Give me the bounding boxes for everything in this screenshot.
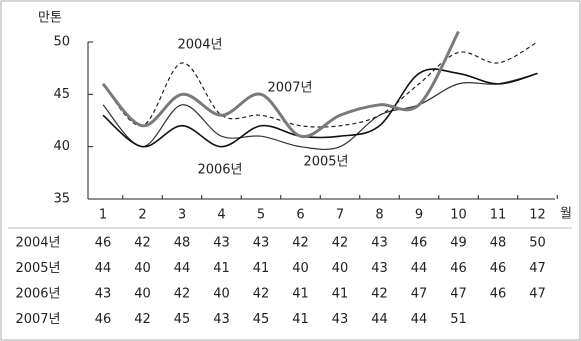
y-tick-label: 45 bbox=[53, 87, 70, 102]
table-cell: 45 bbox=[253, 312, 270, 327]
table-cell: 44 bbox=[95, 261, 112, 276]
x-tick-label: 8 bbox=[375, 208, 383, 223]
table-cell: 46 bbox=[95, 236, 112, 251]
table-cell: 42 bbox=[292, 236, 309, 251]
table-cell: 47 bbox=[529, 261, 546, 276]
table-cell: 43 bbox=[213, 312, 230, 327]
table-row-label: 2005년 bbox=[15, 261, 60, 276]
table-cell: 46 bbox=[490, 261, 507, 276]
table-cell: 41 bbox=[292, 312, 309, 327]
x-tick-label: 7 bbox=[336, 208, 344, 223]
table-cell: 43 bbox=[332, 312, 349, 327]
series-label: 2007년 bbox=[267, 81, 312, 96]
table-cell: 40 bbox=[213, 287, 230, 302]
table-cell: 43 bbox=[213, 236, 230, 251]
table-cell: 41 bbox=[332, 287, 349, 302]
y-axis-label: 만톤 bbox=[38, 11, 62, 26]
table-cell: 42 bbox=[371, 287, 388, 302]
table-cell: 43 bbox=[371, 236, 388, 251]
x-tick-label: 3 bbox=[178, 208, 186, 223]
table-cell: 40 bbox=[292, 261, 309, 276]
table-cell: 42 bbox=[253, 287, 270, 302]
x-tick-label: 11 bbox=[490, 208, 507, 223]
x-tick-label: 1 bbox=[99, 208, 107, 223]
table-cell: 42 bbox=[332, 236, 349, 251]
series-label: 2006년 bbox=[197, 163, 242, 178]
y-tick-label: 40 bbox=[53, 139, 70, 154]
table-cell: 40 bbox=[134, 287, 151, 302]
table-cell: 47 bbox=[411, 287, 428, 302]
table-cell: 46 bbox=[411, 236, 428, 251]
table-row-label: 2007년 bbox=[15, 312, 60, 327]
x-tick-label: 12 bbox=[529, 208, 546, 223]
y-tick-label: 50 bbox=[53, 35, 70, 50]
table-cell: 44 bbox=[411, 312, 428, 327]
y-tick-label: 35 bbox=[53, 192, 70, 207]
x-tick-label: 2 bbox=[138, 208, 146, 223]
table-cell: 51 bbox=[450, 312, 467, 327]
table-row-label: 2006년 bbox=[15, 287, 60, 302]
x-tick-label: 5 bbox=[257, 208, 265, 223]
table-cell: 46 bbox=[95, 312, 112, 327]
table-cell: 41 bbox=[253, 261, 270, 276]
table-cell: 49 bbox=[450, 236, 467, 251]
table-cell: 41 bbox=[213, 261, 230, 276]
x-axis-label: 월 bbox=[560, 207, 572, 222]
table-cell: 45 bbox=[174, 312, 191, 327]
table-cell: 40 bbox=[332, 261, 349, 276]
series-label: 2004년 bbox=[177, 38, 222, 53]
series-line bbox=[102, 72, 538, 151]
table-cell: 46 bbox=[490, 287, 507, 302]
table-cell: 44 bbox=[371, 312, 388, 327]
table-cell: 42 bbox=[134, 236, 151, 251]
table-cell: 47 bbox=[529, 287, 546, 302]
series-line bbox=[102, 41, 538, 128]
series-line bbox=[101, 30, 460, 139]
series-label: 2005년 bbox=[303, 155, 348, 170]
x-tick-label: 9 bbox=[415, 208, 423, 223]
table-cell: 48 bbox=[174, 236, 191, 251]
table-cell: 43 bbox=[95, 287, 112, 302]
table-cell: 44 bbox=[174, 261, 191, 276]
table-cell: 44 bbox=[411, 261, 428, 276]
table-cell: 50 bbox=[529, 236, 546, 251]
table-cell: 47 bbox=[450, 287, 467, 302]
table-cell: 42 bbox=[134, 312, 151, 327]
x-tick-label: 6 bbox=[296, 208, 304, 223]
table-cell: 43 bbox=[371, 261, 388, 276]
table-cell: 48 bbox=[490, 236, 507, 251]
table-cell: 40 bbox=[134, 261, 151, 276]
table-cell: 43 bbox=[253, 236, 270, 251]
table-cell: 41 bbox=[292, 287, 309, 302]
x-tick-label: 10 bbox=[450, 208, 467, 223]
x-tick-label: 4 bbox=[217, 208, 225, 223]
table-row-label: 2004년 bbox=[15, 236, 60, 251]
table-cell: 42 bbox=[174, 287, 191, 302]
series-line bbox=[102, 68, 538, 148]
table-cell: 46 bbox=[450, 261, 467, 276]
